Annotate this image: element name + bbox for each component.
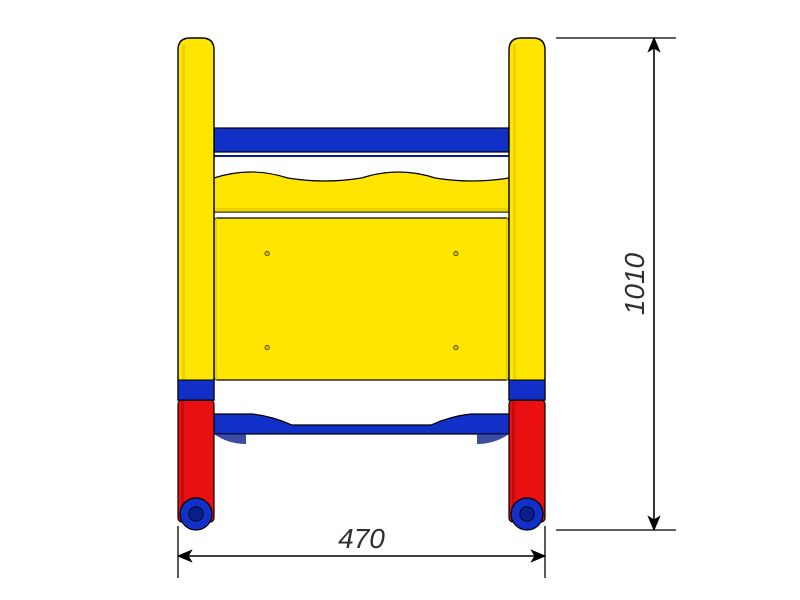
panel-top-strip xyxy=(214,172,509,212)
bottom-rail xyxy=(212,414,511,434)
bolt-hole xyxy=(265,251,269,255)
top-rail xyxy=(210,128,513,152)
dim-value-height: 1010 xyxy=(619,252,650,315)
bolt-hole xyxy=(454,345,458,349)
post-blue-joint-left xyxy=(178,380,214,400)
panel-main xyxy=(214,218,509,380)
bench-object xyxy=(178,38,545,530)
post-blue-joint-right xyxy=(509,380,545,400)
bolt-hole xyxy=(265,345,269,349)
technical-drawing: 470 1010 xyxy=(0,0,800,600)
dim-value-width: 470 xyxy=(338,523,385,554)
bolt-hole xyxy=(454,251,458,255)
